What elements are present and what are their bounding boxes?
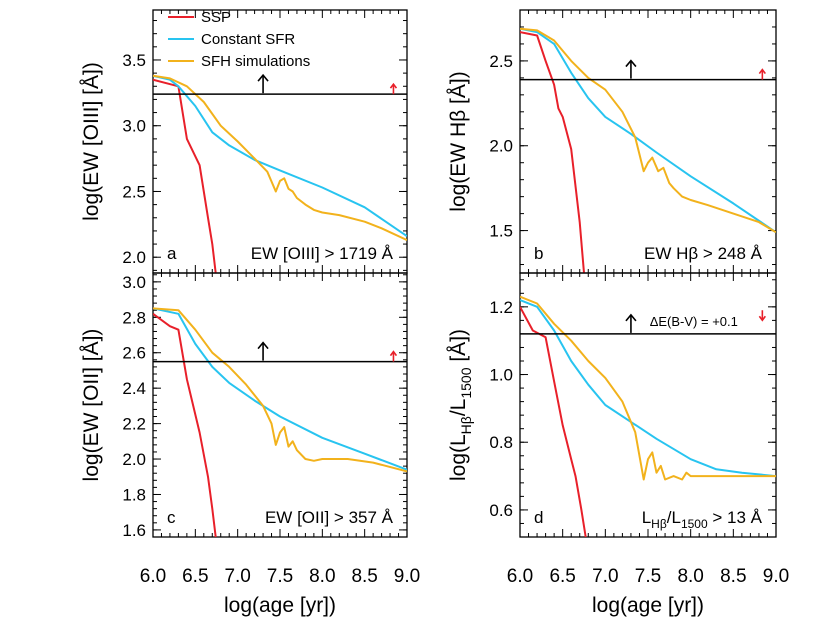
y-tick-label: 1.2: [489, 298, 513, 317]
x-axis-label: log(age [yr]): [592, 594, 704, 617]
y-tick-label: 0.6: [489, 501, 513, 520]
series-line-ssp: [520, 306, 587, 537]
y-tick-label: 2.0: [122, 248, 146, 267]
threshold-label: LHβ/L1500 > 13 Å: [642, 508, 763, 531]
y-tick-label: 2.4: [122, 379, 146, 398]
y-tick-label: 2.8: [122, 308, 146, 327]
y-tick-label: 3.0: [122, 117, 146, 136]
x-tick-label: 6.0: [507, 566, 533, 587]
arrow-up-icon: [625, 59, 637, 79]
annotation-extinction: ΔE(B-V) = +0.1: [650, 314, 738, 329]
series-line-ssp: [520, 31, 585, 273]
arrow-up-icon: [389, 350, 398, 362]
panel-letter: a: [167, 244, 177, 263]
x-tick-label: 7.5: [267, 566, 293, 587]
x-tick-label: 7.5: [635, 566, 661, 587]
series-line-sfh-simulations: [153, 307, 407, 473]
threshold-label: EW Hβ > 248 Å: [644, 244, 763, 263]
x-tick-label: 7.0: [592, 566, 618, 587]
series-line-sfh-simulations: [153, 74, 407, 242]
panel-a: 2.0 2.5 3.0 3.5 a EW [OIII] > 1719 Å log(EW [O…: [80, 9, 408, 274]
arrow-up-icon: [257, 341, 269, 361]
x-tick-label: 6.5: [182, 566, 208, 587]
legend: SSP Constant SFR SFH simulations: [168, 9, 310, 70]
x-tick-label: 6.5: [549, 566, 575, 587]
y-tick-label: 1.5: [489, 222, 513, 241]
arrow-up-icon: [625, 313, 637, 333]
series-line-sfh-simulations: [520, 295, 776, 481]
y-tick-label: 2.5: [489, 52, 513, 71]
y-tick-label: 1.6: [122, 521, 146, 540]
series-line-constant-sfr: [153, 307, 407, 471]
x-tick-label: 9.0: [394, 566, 420, 587]
y-axis-label: log(EW Hβ [Å]): [447, 71, 470, 211]
series-line-ssp: [153, 78, 217, 273]
y-axis-label: log(LHβ/L1500 [Å]): [447, 329, 474, 481]
x-tick-label: 8.0: [677, 566, 703, 587]
x-tick-label: 8.0: [309, 566, 335, 587]
arrow-up-icon: [257, 73, 269, 94]
y-tick-label: 2.0: [489, 137, 513, 156]
legend-label: SSP: [201, 9, 231, 26]
x-tick-label: 8.5: [720, 566, 746, 587]
y-tick-label: 2.6: [122, 344, 146, 363]
y-tick-label: 1.8: [122, 485, 146, 504]
legend-label: Constant SFR: [201, 31, 295, 48]
y-tick-label: 2.0: [122, 450, 146, 469]
panel-letter: c: [167, 508, 176, 527]
panel-d: 0.6 0.8 1.0 1.2 d LHβ/L1500 > 13 Å ΔE(B-V) = +…: [447, 272, 789, 617]
threshold-label: EW [OII] > 357 Å: [265, 508, 394, 527]
x-tick-label: 8.5: [351, 566, 377, 587]
series-line-constant-sfr: [520, 299, 776, 478]
y-tick-label: 2.2: [122, 415, 146, 434]
arrow-up-icon: [758, 68, 766, 80]
arrow-up-icon: [389, 82, 398, 95]
plot-frame: [152, 9, 408, 274]
x-axis-label: log(age [yr]): [224, 594, 336, 617]
y-tick-label: 3.5: [122, 51, 146, 70]
x-tick-label: 6.0: [140, 566, 166, 587]
legend-label: SFH simulations: [201, 53, 310, 70]
panel-b: 1.5 2.0 2.5 b EW Hβ > 248 Å log(EW Hβ [Å]): [447, 9, 777, 274]
y-tick-label: 3.0: [122, 273, 146, 292]
y-axis-label: log(EW [OII] [Å]): [80, 329, 103, 482]
y-axis-label: log(EW [OIII] [Å]): [80, 62, 103, 221]
panel-letter: b: [534, 244, 543, 263]
x-tick-label: 7.0: [224, 566, 250, 587]
panel-c: 1.6 1.8 2.0 2.2 2.4 2.6 2.8 3.0 c EW [OII] > 357 …: [80, 272, 420, 617]
plot-frame: [152, 272, 408, 538]
y-tick-label: 0.8: [489, 433, 513, 452]
series-line-sfh-simulations: [520, 27, 776, 234]
arrow-down-icon: [758, 310, 766, 322]
y-tick-label: 1.0: [489, 366, 513, 385]
series-line-ssp: [153, 312, 217, 537]
series-line-constant-sfr: [520, 27, 776, 234]
threshold-label: EW [OIII] > 1719 Å: [251, 244, 394, 263]
y-tick-label: 2.5: [122, 182, 146, 201]
series-line-constant-sfr: [153, 74, 407, 238]
x-tick-label: 9.0: [763, 566, 789, 587]
panel-letter: d: [534, 508, 543, 527]
